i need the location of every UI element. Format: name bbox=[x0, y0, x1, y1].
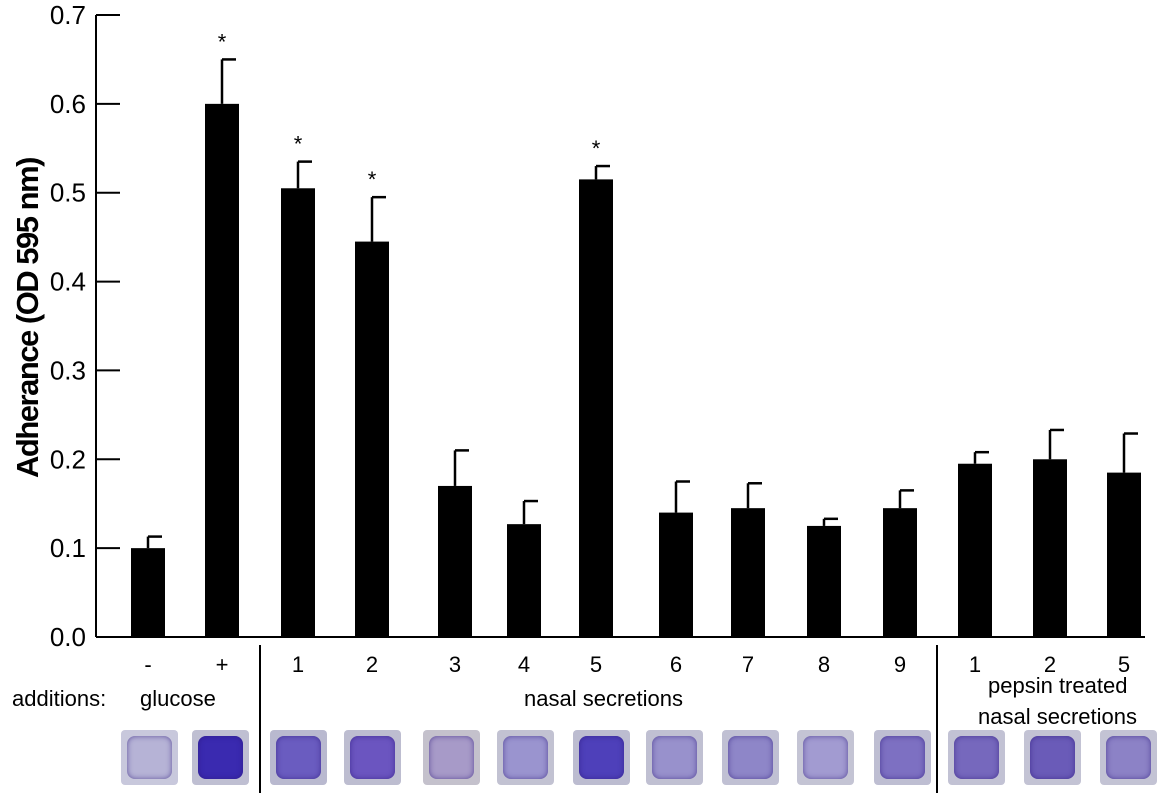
y-tick-label: 0.4 bbox=[50, 267, 86, 297]
bar bbox=[731, 508, 765, 637]
well-image bbox=[573, 730, 630, 785]
y-tick-label: 0.3 bbox=[50, 355, 86, 385]
well-stain bbox=[198, 736, 243, 779]
well-stain bbox=[127, 736, 172, 779]
category-label: - bbox=[144, 652, 151, 677]
group-label-pepsin-line1: pepsin treated bbox=[988, 673, 1128, 698]
group-separator-2 bbox=[936, 645, 938, 793]
y-tick-label: 0.5 bbox=[50, 178, 86, 208]
bar bbox=[1107, 472, 1141, 637]
well-stain bbox=[954, 736, 999, 779]
bar bbox=[807, 525, 841, 637]
well-image bbox=[344, 730, 401, 785]
additions-label: additions: bbox=[12, 686, 107, 711]
significance-marker: * bbox=[592, 136, 601, 161]
well-stain bbox=[1030, 736, 1075, 779]
significance-marker: * bbox=[368, 167, 377, 192]
well-image bbox=[423, 730, 480, 785]
bar bbox=[507, 524, 541, 637]
well-image bbox=[121, 730, 178, 785]
category-label: 2 bbox=[366, 652, 378, 677]
group-separator-1 bbox=[259, 645, 261, 793]
well-stain bbox=[728, 736, 773, 779]
well-image bbox=[874, 730, 931, 785]
well-stain bbox=[350, 736, 395, 779]
category-label: 4 bbox=[518, 652, 530, 677]
significance-marker: * bbox=[218, 29, 227, 54]
well-image bbox=[1024, 730, 1081, 785]
significance-marker: * bbox=[294, 132, 303, 157]
well-stain bbox=[652, 736, 697, 779]
well-stain bbox=[503, 736, 548, 779]
well-stain bbox=[579, 736, 624, 779]
category-label: 1 bbox=[292, 652, 304, 677]
y-tick-label: 0.0 bbox=[50, 622, 86, 652]
group-label-pepsin-line2: nasal secretions bbox=[978, 704, 1137, 729]
well-image bbox=[1100, 730, 1157, 785]
bar bbox=[438, 485, 472, 637]
category-label: 5 bbox=[590, 652, 602, 677]
well-image bbox=[497, 730, 554, 785]
bar bbox=[1033, 459, 1067, 637]
well-image bbox=[646, 730, 703, 785]
category-label: 8 bbox=[818, 652, 830, 677]
y-tick-label: 0.1 bbox=[50, 533, 86, 563]
bar bbox=[958, 463, 992, 637]
well-image bbox=[270, 730, 327, 785]
y-tick-label: 0.7 bbox=[50, 0, 86, 30]
well-image bbox=[797, 730, 854, 785]
well-stain bbox=[803, 736, 848, 779]
group-label-glucose: glucose bbox=[140, 686, 216, 711]
well-image bbox=[948, 730, 1005, 785]
bar bbox=[883, 508, 917, 637]
category-label: 9 bbox=[894, 652, 906, 677]
group-label-nasal-secretions: nasal secretions bbox=[524, 686, 683, 711]
category-label: 7 bbox=[742, 652, 754, 677]
category-label: 5 bbox=[1118, 652, 1130, 677]
well-stain bbox=[1106, 736, 1151, 779]
category-label: 6 bbox=[670, 652, 682, 677]
category-label: 3 bbox=[449, 652, 461, 677]
bar bbox=[355, 241, 389, 638]
bar bbox=[579, 179, 613, 637]
category-label: 1 bbox=[969, 652, 981, 677]
well-stain bbox=[429, 736, 474, 779]
category-label: + bbox=[216, 652, 229, 677]
category-label: 2 bbox=[1044, 652, 1056, 677]
well-image bbox=[192, 730, 249, 785]
well-stain bbox=[276, 736, 321, 779]
y-tick-label: 0.2 bbox=[50, 444, 86, 474]
well-stain bbox=[880, 736, 925, 779]
y-axis-label: Adherance (OD 595 nm) bbox=[10, 158, 45, 478]
bar bbox=[659, 512, 693, 637]
bar bbox=[131, 548, 165, 637]
well-image bbox=[722, 730, 779, 785]
y-tick-label: 0.6 bbox=[50, 89, 86, 119]
bar bbox=[281, 188, 315, 637]
bar bbox=[205, 103, 239, 638]
